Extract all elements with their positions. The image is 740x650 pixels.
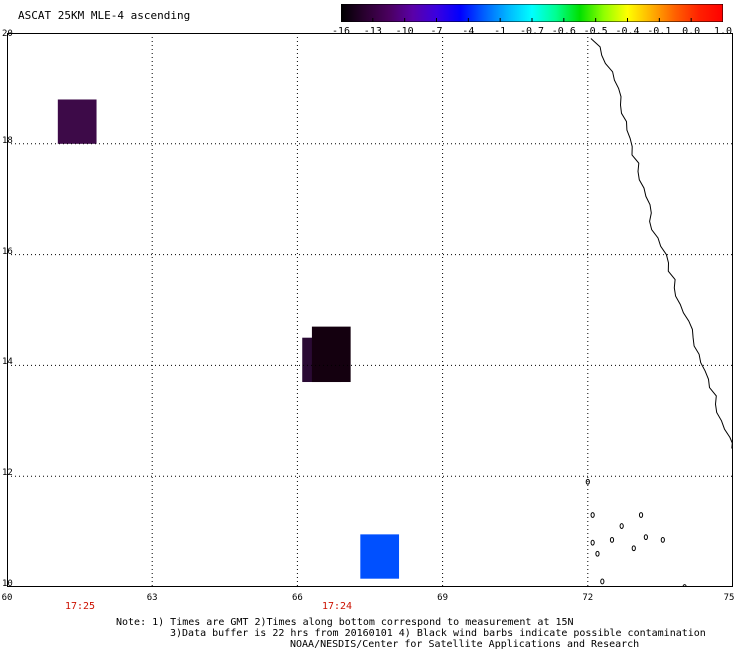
wind-cell-4 (360, 534, 400, 579)
island (638, 512, 644, 518)
island (590, 539, 595, 546)
island (619, 523, 624, 529)
island (585, 478, 590, 485)
pass-time-2: 17:24 (321, 601, 353, 612)
wind-cell-1 (57, 99, 97, 144)
latitude-label: 20 (2, 29, 13, 39)
colorbar-tick-label: -4 (462, 26, 475, 37)
colorbar-tick-label: -13 (363, 26, 382, 37)
island (660, 537, 665, 543)
longitude-label: 63 (146, 593, 158, 603)
map-title: ASCAT 25KM MLE-4 ascending (18, 9, 191, 22)
colorbar-tick-label: -0.4 (615, 26, 640, 37)
latitude-label: 16 (2, 246, 13, 257)
latitude-label: 14 (2, 357, 13, 368)
latitude-label: 10 (2, 579, 13, 589)
map-plot (7, 33, 733, 587)
footnote-line-3: NOAA/NESDIS/Center for Satellite Applica… (290, 639, 640, 650)
longitude-label: 69 (437, 593, 449, 603)
pass-time-1: 17:25 (64, 601, 96, 612)
colorbar-tick-label: -0.7 (519, 26, 545, 37)
footnote-line-2: 3)Data buffer is 22 hrs from 20160101 4)… (170, 628, 706, 639)
colorbar (341, 4, 723, 22)
longitude-label: 72 (582, 593, 594, 603)
colorbar-tick-label: -16 (331, 26, 351, 37)
island (595, 550, 600, 557)
colorbar-gradient (341, 4, 723, 22)
colorbar-tick-label: -1 (494, 26, 507, 37)
island (590, 512, 595, 518)
latitude-label: 18 (2, 135, 13, 146)
longitude-label: 75 (723, 593, 735, 603)
colorbar-tick-label: 1.0 (713, 26, 733, 37)
colorbar-tick-label: -0.6 (551, 26, 576, 37)
colorbar-tick-label: 0.0 (682, 26, 701, 37)
island (631, 545, 636, 552)
latitude-label: 12 (2, 468, 13, 479)
plot-frame (7, 33, 733, 587)
longitude-label: 66 (291, 593, 303, 603)
colorbar-tick-label: -10 (395, 26, 414, 37)
island (600, 578, 605, 585)
coastline (590, 38, 733, 449)
island (609, 537, 615, 543)
colorbar-tick-label: -0.5 (583, 26, 608, 37)
island (643, 534, 648, 541)
footnote-line-1: Note: 1) Times are GMT 2)Times along bot… (116, 617, 574, 628)
colorbar-tick-label: -0.1 (647, 26, 672, 37)
wind-cell-3 (311, 326, 351, 383)
colorbar-tick-label: -7 (430, 26, 443, 37)
longitude-label: 60 (1, 593, 13, 603)
